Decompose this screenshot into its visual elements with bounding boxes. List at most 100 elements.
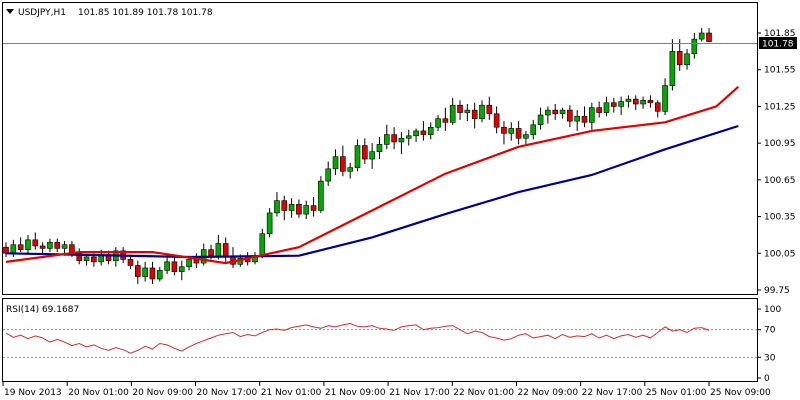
price-tick-label: 100.35 [764,213,796,223]
candle [135,260,141,284]
candle [340,145,346,177]
price-tick-label: 101.55 [764,66,796,76]
candle [383,124,390,150]
candle [32,232,39,250]
price-axis: 101.85 101.55 101.25 100.95 100.65 100.35 100.… [757,29,796,296]
candle [376,137,383,160]
candle [515,121,522,145]
rsi-tick-label: 70 [764,326,776,336]
candle [266,208,273,238]
candle [303,200,310,220]
chart-symbol: USDJPY,H1 [18,8,66,18]
candle [530,119,537,140]
candle [669,39,676,91]
price-tick-label: 100.65 [764,176,796,186]
time-tick-label: 21 Nov 01:00 [261,388,322,398]
candle [625,95,632,108]
candle [127,254,134,270]
candle [501,121,507,145]
candle [427,122,434,140]
candle [457,100,463,120]
candle [281,195,288,221]
candle [442,107,449,131]
candle [464,103,471,122]
candle [420,121,427,141]
candle [618,96,624,115]
candle [369,143,375,169]
candle [288,198,295,218]
candle [581,106,588,128]
price-tick-label: 100.05 [764,249,796,259]
candle [537,107,544,130]
candle [698,28,705,42]
candle [611,97,617,113]
rsi-pane: RSI(14) 69.1687 [2,298,758,382]
time-tick-label: 22 Nov 01:00 [453,388,514,398]
candle [574,110,580,131]
candle [647,95,654,108]
candle [662,78,668,115]
candle [354,139,361,172]
chart-menu-triangle-icon[interactable] [6,9,14,14]
candle [296,199,302,218]
time-tick-label: 25 Nov 01:00 [646,388,707,398]
candle [706,28,712,42]
candle [39,242,46,254]
candle [149,261,156,284]
candle [310,196,317,217]
candle [54,238,61,253]
candle [508,122,515,141]
price-tick-label: 99.75 [764,286,790,296]
candle [164,256,170,275]
candle [362,138,368,164]
candle [552,103,559,120]
candle [486,96,493,120]
candle [435,114,441,131]
candle [178,260,185,281]
time-tick-label: 19 Nov 2013 [4,388,62,398]
time-tick-label: 21 Nov 09:00 [325,388,386,398]
rsi-tick-label: 30 [764,353,776,363]
candle [596,101,602,118]
candle [523,130,529,145]
time-tick-label: 22 Nov 09:00 [517,388,578,398]
candle [589,102,595,130]
slow-moving-average-line [5,124,739,259]
time-tick-label: 21 Nov 17:00 [389,388,450,398]
candle [318,176,324,213]
candle [47,238,53,253]
candle [559,107,566,119]
candle [632,95,639,111]
candle [171,255,178,276]
candle [17,237,24,253]
candle [83,254,90,266]
candle [654,100,661,118]
price-tick-label: 101.85 [764,29,796,39]
time-axis: 19 Nov 2013 20 Nov 01:00 20 Nov 09:00 20 No… [2,382,771,398]
candle [493,106,500,134]
candle [684,48,690,70]
candle [274,192,280,217]
time-tick-label: 20 Nov 01:00 [68,388,129,398]
candle [398,132,405,155]
candle [676,39,683,71]
fast-moving-average-line [5,85,740,265]
rsi-label: RSI(14) 69.1687 [6,305,79,315]
time-tick-label: 20 Nov 09:00 [132,388,193,398]
main-price-pane: USDJPY,H1 101.85 101.89 101.78 101.78 [2,2,758,295]
candle [142,261,148,282]
rsi-axis: 100 70 30 0 [757,305,781,384]
candle [413,128,419,142]
time-tick-label: 20 Nov 17:00 [197,388,258,398]
rsi-tick-label: 100 [764,305,781,315]
candle [3,242,9,257]
time-tick-label: 22 Nov 17:00 [582,388,643,398]
rsi-line [5,322,710,354]
current-price-badge: 101.78 [759,37,797,50]
candle [691,33,698,59]
candle [471,102,478,129]
candle [156,266,163,282]
candle [25,234,31,254]
current-price-label: 101.78 [762,40,794,50]
